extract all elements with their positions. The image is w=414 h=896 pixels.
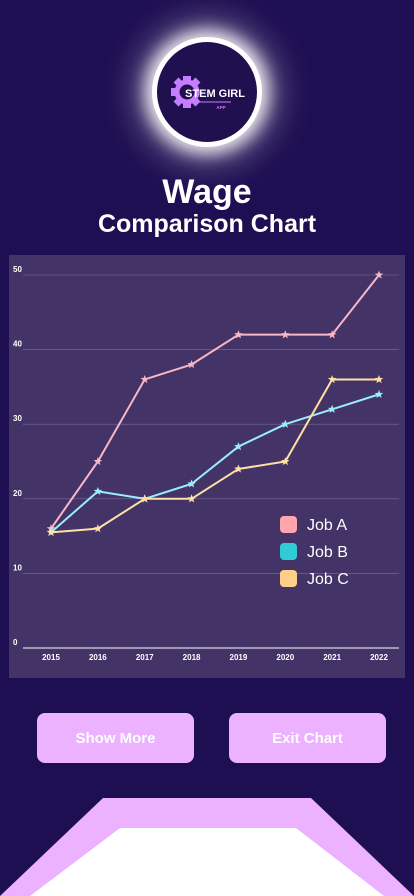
data-point-star (327, 374, 337, 384)
exit-chart-button[interactable]: Exit Chart (229, 713, 386, 763)
bottom-decoration (0, 798, 414, 896)
series-line (50, 378, 379, 534)
data-point-star (374, 270, 384, 279)
show-more-button[interactable]: Show More (37, 713, 194, 763)
data-point-star (234, 442, 243, 451)
app-logo: STEM GIRL APP (157, 42, 257, 142)
data-point-star (187, 479, 196, 488)
legend-swatch (280, 516, 297, 533)
logo-emblem: STEM GIRL APP (171, 76, 245, 110)
data-point-star (234, 330, 243, 339)
logo-tag: APP (216, 105, 225, 110)
data-point-star (140, 494, 149, 503)
data-point-star (327, 330, 337, 339)
legend-swatch (280, 543, 297, 560)
x-tick-label: 2020 (276, 653, 294, 662)
y-tick-label: 20 (13, 489, 22, 498)
y-tick-label: 50 (13, 265, 22, 274)
x-tick-label: 2015 (42, 653, 60, 662)
x-tick-label: 2019 (230, 653, 248, 662)
legend-label: Job C (307, 571, 349, 588)
x-tick-label: 2022 (370, 653, 388, 662)
data-point-star (93, 457, 103, 466)
data-point-star (93, 524, 103, 533)
series-line (50, 393, 380, 534)
page-subtitle: Comparison Chart (97, 210, 317, 238)
y-tick-label: 10 (13, 563, 22, 572)
y-tick-label: 0 (13, 638, 18, 647)
legend-label: Job B (307, 544, 348, 561)
data-point-star (187, 494, 196, 503)
x-tick-label: 2017 (136, 653, 154, 662)
data-point-star (374, 389, 384, 398)
data-point-star (281, 330, 290, 339)
series-line (50, 274, 380, 530)
x-tick-label: 2021 (323, 653, 341, 662)
gear-icon (171, 76, 201, 108)
y-tick-label: 40 (13, 340, 22, 349)
x-tick-label: 2016 (89, 653, 107, 662)
legend-label: Job A (307, 517, 347, 534)
logo-name: STEM GIRL (185, 88, 245, 100)
data-point-star (281, 457, 290, 466)
data-point-star (234, 464, 243, 473)
data-point-star (93, 486, 103, 495)
legend-swatch (280, 570, 297, 587)
data-point-star (374, 374, 384, 384)
y-tick-label: 30 (13, 414, 22, 423)
data-point-star (327, 404, 337, 413)
data-point-star (281, 419, 290, 428)
wage-line-chart: 0 10 20 30 40 50 2015 2016 2017 2018 2019 2020 2021 2… (13, 265, 399, 662)
chart-panel: 0 10 20 30 40 50 2015 2016 2017 2018 2019 2020 2021 2… (9, 255, 405, 678)
x-tick-label: 2018 (183, 653, 201, 662)
page-title: Wage (162, 173, 252, 211)
data-point-star (140, 374, 149, 384)
data-point-star (46, 527, 56, 537)
data-point-star (187, 360, 196, 369)
